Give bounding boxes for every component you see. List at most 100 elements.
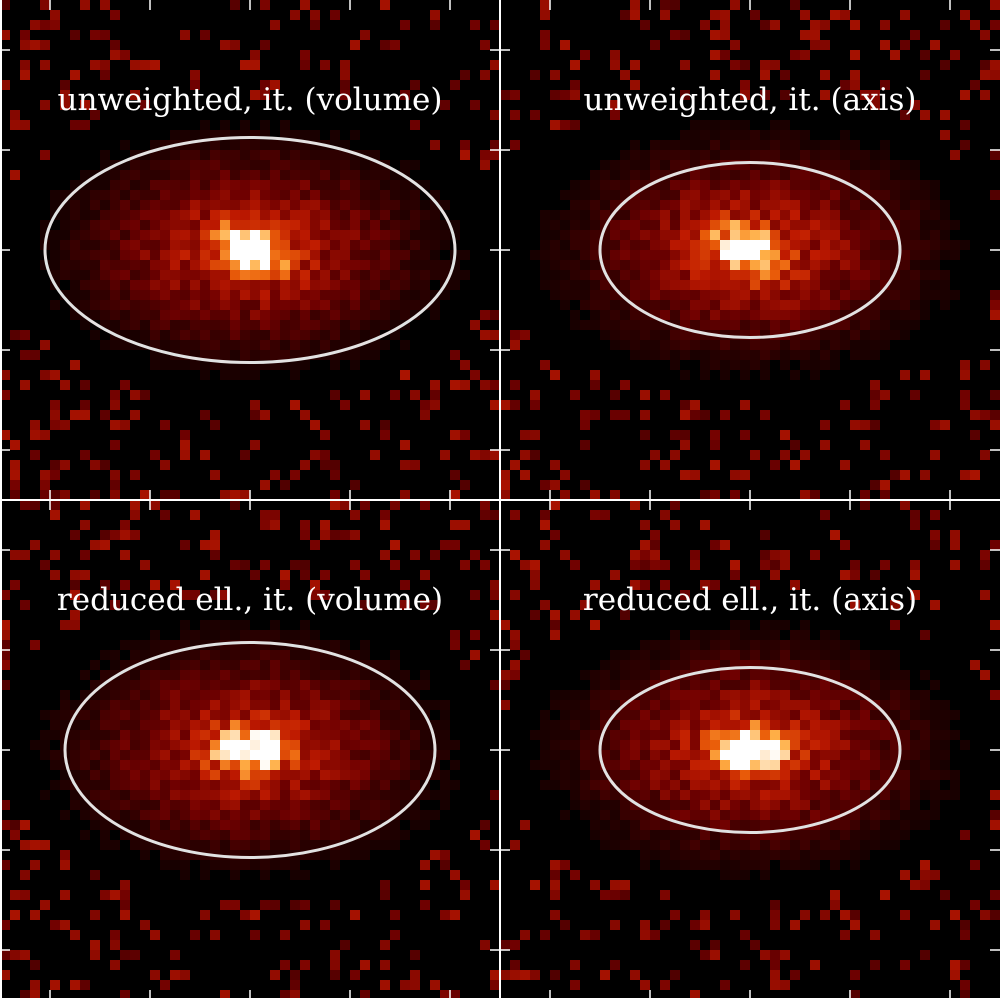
density-cell [920,240,930,250]
density-cell [740,280,750,290]
density-cell [150,200,160,210]
density-cell [130,690,140,700]
density-cell [240,640,250,650]
density-cell [780,320,790,330]
density-cell [850,320,860,330]
density-cell [450,260,460,270]
density-cell [530,110,540,120]
density-cell [300,810,310,820]
density-cell [750,160,760,170]
density-cell [140,750,150,760]
density-cell [330,640,340,650]
density-cell [150,160,160,170]
density-cell [440,270,450,280]
density-cell [130,740,140,750]
density-cell [120,800,130,810]
density-cell [730,660,740,670]
density-cell [760,240,770,250]
density-cell [260,800,270,810]
density-cell [380,290,390,300]
density-cell [750,340,760,350]
density-cell [890,740,900,750]
density-cell [840,540,850,550]
density-cell [410,120,420,130]
density-cell [70,800,80,810]
density-cell [160,180,170,190]
density-cell [550,740,560,750]
density-cell [160,740,170,750]
density-cell [80,380,90,390]
density-cell [160,780,170,790]
density-cell [390,560,400,570]
density-cell [150,770,160,780]
density-cell [380,750,390,760]
density-cell [740,150,750,160]
density-cell [820,630,830,640]
density-cell [250,830,260,840]
density-cell [770,550,780,560]
density-cell [140,250,150,260]
density-cell [290,10,300,20]
density-cell [220,190,230,200]
density-cell [670,350,680,360]
density-cell [150,780,160,790]
density-cell [500,940,510,950]
density-cell [290,220,300,230]
density-cell [630,660,640,670]
density-cell [620,330,630,340]
density-cell [540,930,550,940]
density-cell [350,330,360,340]
density-cell [220,160,230,170]
density-cell [700,250,710,260]
density-cell [670,630,680,640]
density-cell [640,460,650,470]
density-cell [840,760,850,770]
density-cell [570,790,580,800]
density-cell [220,140,230,150]
density-cell [190,700,200,710]
density-cell [320,720,330,730]
density-cell [120,250,130,260]
density-cell [910,290,920,300]
density-cell [790,770,800,780]
density-cell [290,170,300,180]
density-cell [330,670,340,680]
density-cell [720,10,730,20]
density-cell [350,810,360,820]
density-cell [380,690,390,700]
density-cell [870,260,880,270]
density-cell [580,800,590,810]
density-cell [630,0,640,10]
density-cell [190,210,200,220]
density-cell [650,170,660,180]
density-cell [550,770,560,780]
density-cell [60,860,70,870]
density-cell [640,20,650,30]
density-cell [760,20,770,30]
density-cell [230,660,240,670]
density-cell [90,940,100,950]
density-cell [840,340,850,350]
density-cell [220,240,230,250]
density-cell [850,560,860,570]
density-cell [700,490,710,500]
density-cell [0,950,10,960]
density-cell [830,220,840,230]
density-cell [710,10,720,20]
density-cell [750,210,760,220]
density-cell [410,740,420,750]
density-cell [780,90,790,100]
density-cell [630,830,640,840]
density-cell [250,860,260,870]
density-cell [190,670,200,680]
density-cell [140,800,150,810]
density-cell [940,270,950,280]
density-cell [390,670,400,680]
density-cell [670,360,680,370]
density-cell [260,510,270,520]
density-cell [350,700,360,710]
density-cell [290,770,300,780]
density-cell [320,170,330,180]
density-cell [290,860,300,870]
density-cell [880,890,890,900]
